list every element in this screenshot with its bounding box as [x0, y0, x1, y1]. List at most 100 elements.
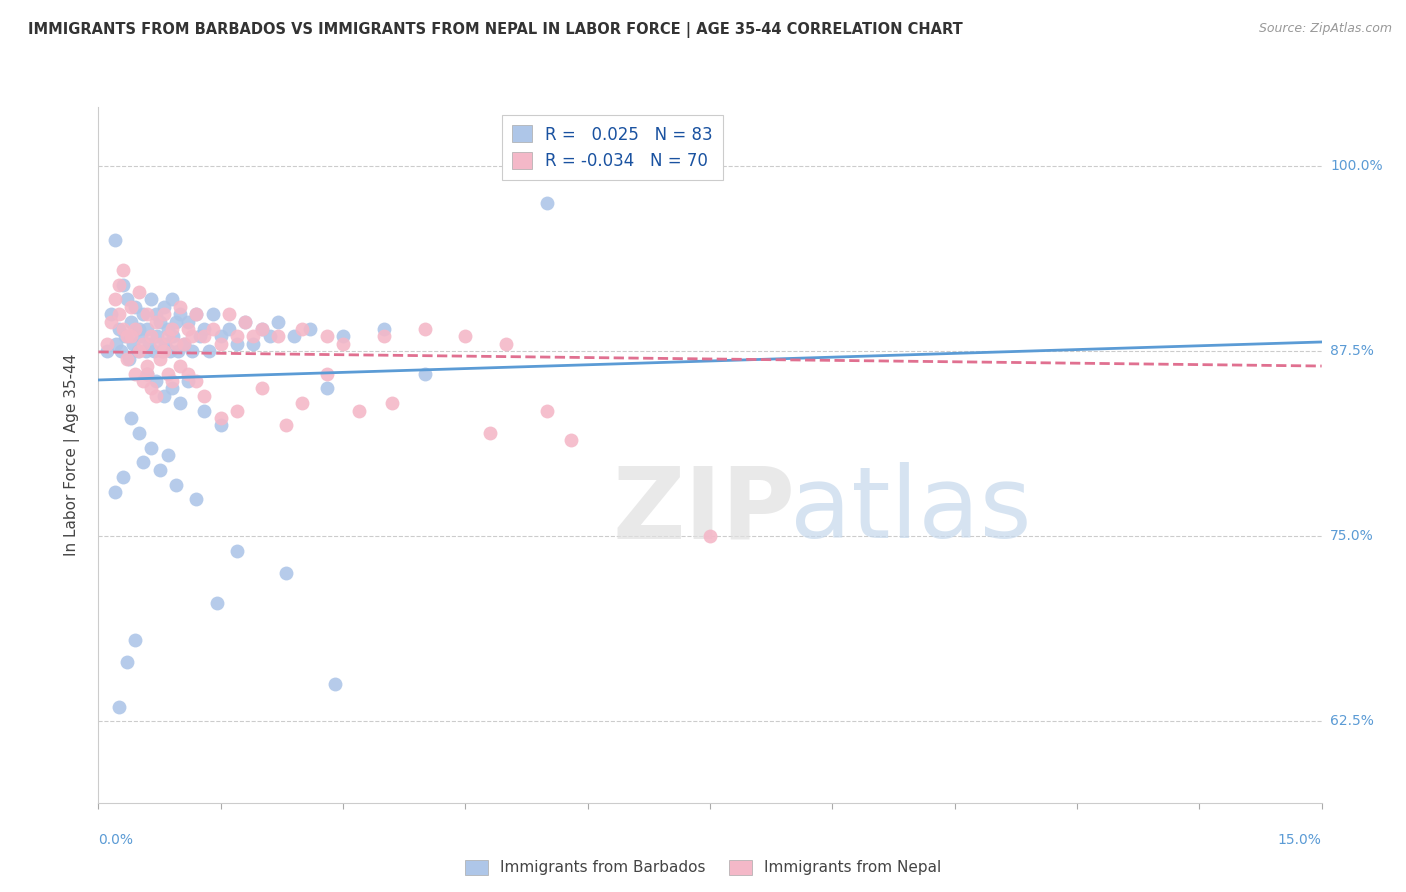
Point: [152, 344, 174, 359]
Point: [96, 344, 118, 359]
Point: [169, 300, 191, 314]
Point: [291, 322, 314, 336]
Point: [100, 307, 122, 321]
Point: [114, 329, 136, 343]
Point: [104, 484, 127, 499]
Point: [169, 307, 191, 321]
Point: [156, 322, 179, 336]
Point: [205, 596, 228, 610]
Point: [149, 463, 172, 477]
Point: [108, 307, 131, 321]
Point: [173, 337, 195, 351]
Point: [218, 307, 240, 321]
Point: [155, 337, 177, 351]
Point: [315, 329, 337, 343]
Point: [120, 300, 142, 314]
Point: [124, 367, 146, 381]
Point: [177, 315, 200, 329]
Point: [381, 396, 404, 410]
Text: 100.0%: 100.0%: [1330, 160, 1382, 173]
Point: [108, 699, 131, 714]
Point: [209, 418, 232, 433]
Point: [110, 344, 132, 359]
Point: [136, 307, 159, 321]
Point: [160, 293, 183, 307]
Point: [315, 367, 337, 381]
Point: [136, 322, 159, 336]
Point: [132, 455, 155, 469]
Point: [111, 322, 134, 336]
Point: [315, 381, 337, 395]
Point: [149, 351, 172, 366]
Point: [267, 315, 290, 329]
Point: [173, 337, 195, 351]
Point: [145, 374, 167, 388]
Point: [373, 322, 395, 336]
Point: [132, 374, 155, 388]
Point: [108, 322, 131, 336]
Point: [145, 389, 167, 403]
Point: [111, 470, 134, 484]
Point: [160, 322, 183, 336]
Point: [104, 233, 127, 247]
Point: [127, 344, 149, 359]
Point: [141, 293, 163, 307]
Point: [124, 300, 146, 314]
Point: [141, 441, 163, 455]
Point: [146, 329, 169, 343]
Legend: R =   0.025   N = 83, R = -0.034   N = 70: R = 0.025 N = 83, R = -0.034 N = 70: [502, 115, 723, 180]
Point: [132, 307, 155, 321]
Point: [115, 293, 138, 307]
Point: [201, 307, 224, 321]
Point: [128, 425, 150, 440]
Point: [128, 344, 150, 359]
Point: [201, 322, 224, 336]
Point: [128, 285, 150, 299]
Point: [145, 307, 167, 321]
Point: [193, 403, 215, 417]
Point: [413, 322, 436, 336]
Point: [373, 329, 395, 343]
Point: [177, 322, 200, 336]
Point: [209, 411, 232, 425]
Point: [152, 307, 174, 321]
Point: [250, 322, 273, 336]
Point: [169, 396, 191, 410]
Point: [226, 544, 249, 558]
Point: [120, 329, 142, 343]
Point: [169, 359, 191, 373]
Point: [188, 329, 212, 343]
Point: [129, 329, 152, 343]
Point: [121, 337, 143, 351]
Point: [250, 381, 273, 395]
Point: [100, 315, 122, 329]
Point: [283, 329, 305, 343]
Point: [413, 367, 436, 381]
Point: [299, 322, 322, 336]
Point: [274, 566, 297, 581]
Point: [209, 337, 232, 351]
Point: [323, 677, 346, 691]
Point: [226, 329, 249, 343]
Point: [111, 277, 134, 292]
Point: [136, 367, 159, 381]
Point: [165, 315, 187, 329]
Point: [332, 337, 354, 351]
Point: [250, 322, 273, 336]
Point: [233, 315, 256, 329]
Point: [118, 351, 141, 366]
Text: 75.0%: 75.0%: [1330, 529, 1374, 543]
Point: [181, 329, 204, 343]
Point: [132, 337, 155, 351]
Point: [156, 329, 179, 343]
Point: [149, 315, 172, 329]
Point: [105, 337, 128, 351]
Point: [226, 403, 249, 417]
Point: [136, 367, 159, 381]
Point: [124, 322, 146, 336]
Point: [160, 374, 183, 388]
Point: [193, 389, 215, 403]
Point: [149, 337, 172, 351]
Point: [536, 196, 558, 211]
Point: [165, 337, 187, 351]
